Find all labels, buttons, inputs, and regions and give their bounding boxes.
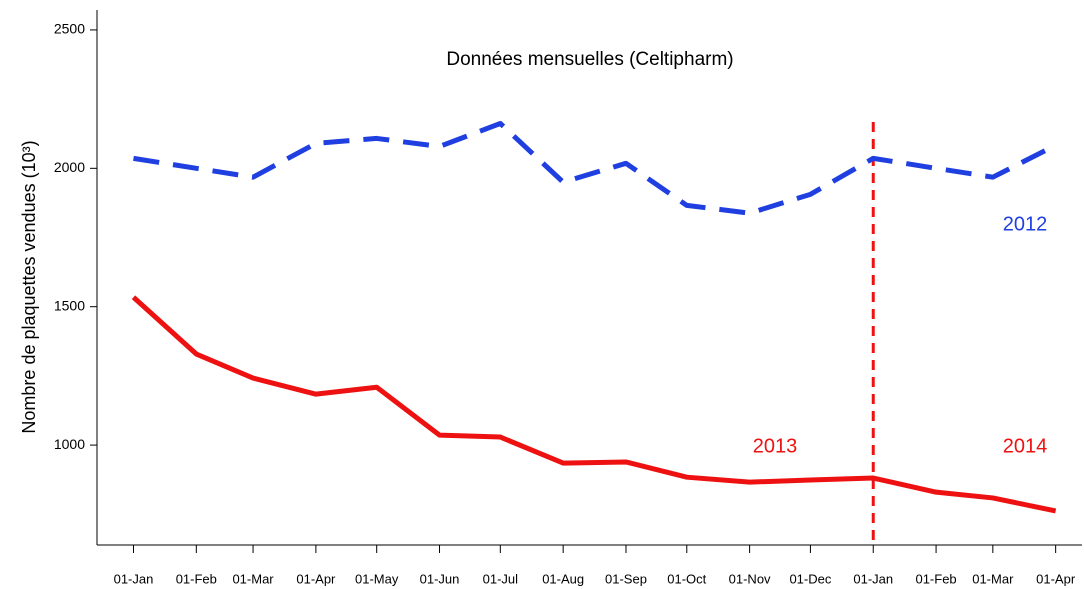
annotation: 2012 [1003, 213, 1048, 235]
y-axis-label: Nombre de plaquettes vendues (10³) [19, 140, 39, 433]
y-tick-label: 1500 [54, 297, 85, 313]
x-tick-label: 01-Feb [915, 571, 956, 586]
y-tick-label: 1000 [54, 436, 85, 452]
x-tick-label: 01-May [355, 571, 399, 586]
x-tick-label: 01-Dec [789, 571, 831, 586]
x-tick-label: 01-Jan [114, 571, 154, 586]
x-tick-label: 01-Mar [232, 571, 274, 586]
data-line [131, 295, 1057, 514]
annotation: 2014 [1003, 435, 1048, 457]
data-line [133, 120, 1057, 216]
y-tick-label: 2500 [54, 21, 85, 37]
x-tick-label: 01-Sep [605, 571, 647, 586]
x-tick-label: 01-Jul [483, 571, 519, 586]
x-tick-label: 01-Aug [542, 571, 584, 586]
x-tick-label: 01-Apr [1036, 571, 1076, 586]
x-tick-label: 01-Nov [729, 571, 771, 586]
x-tick-label: 01-Jun [420, 571, 460, 586]
annotation: 2013 [753, 435, 798, 457]
x-tick-label: 01-Jan [853, 571, 893, 586]
x-tick-label: 01-Mar [972, 571, 1014, 586]
x-tick-label: 01-Apr [296, 571, 336, 586]
chart-title: Données mensuelles (Celtipharm) [446, 49, 733, 70]
x-tick-label: 01-Oct [667, 571, 706, 586]
x-tick-label: 01-Feb [176, 571, 217, 586]
y-tick-label: 2000 [54, 159, 85, 175]
